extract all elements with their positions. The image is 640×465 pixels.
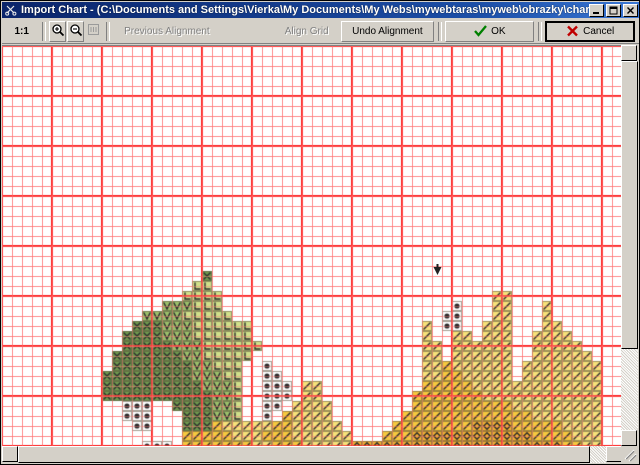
minimize-button[interactable] bbox=[589, 3, 604, 17]
horizontal-scrollbar[interactable] bbox=[2, 446, 623, 463]
stitch-pattern bbox=[2, 46, 623, 446]
title-bar[interactable]: Import Chart - (C:\Documents and Setting… bbox=[2, 2, 639, 18]
zoom-in-icon bbox=[51, 23, 65, 40]
align-grid-label: Align Grid bbox=[284, 25, 329, 37]
scroll-down-button[interactable] bbox=[621, 430, 637, 446]
cursor-marker bbox=[433, 264, 442, 275]
toolbar-separator-1 bbox=[42, 21, 47, 41]
zoom-in-button[interactable] bbox=[49, 20, 67, 42]
window-title: Import Chart - (C:\Documents and Setting… bbox=[21, 4, 589, 16]
window-buttons bbox=[589, 3, 638, 17]
ok-label: OK bbox=[491, 25, 506, 37]
zoom-out-icon bbox=[69, 23, 83, 40]
cancel-button[interactable]: Cancel bbox=[545, 20, 635, 42]
toolbar: 1:1 bbox=[2, 19, 639, 44]
zoom-out-button[interactable] bbox=[67, 20, 85, 42]
checkmark-icon bbox=[474, 25, 487, 37]
scroll-right-button[interactable] bbox=[606, 446, 622, 462]
scroll-left-button[interactable] bbox=[2, 446, 18, 462]
chart-canvas-area[interactable]: gallery.broidery.ru bbox=[2, 45, 623, 446]
scissors-icon bbox=[4, 3, 18, 17]
undo-alignment-label: Undo Alignment bbox=[352, 25, 423, 37]
previous-alignment-button: Previous Alignment bbox=[113, 20, 221, 42]
zoom-ratio-button[interactable]: 1:1 bbox=[5, 20, 39, 42]
align-grid-button: Align Grid bbox=[273, 20, 340, 42]
scroll-up-button[interactable] bbox=[621, 45, 637, 61]
fit-to-window-button bbox=[85, 20, 103, 42]
toolbar-separator-4 bbox=[538, 21, 543, 41]
fit-to-window-icon bbox=[87, 23, 100, 39]
cross-icon bbox=[566, 25, 579, 37]
maximize-button[interactable] bbox=[606, 3, 621, 17]
horizontal-scroll-thumb[interactable] bbox=[18, 446, 590, 463]
scrollbar-corner bbox=[621, 446, 638, 463]
zoom-ratio-label: 1:1 bbox=[14, 25, 29, 37]
toolbar-separator-3 bbox=[438, 21, 443, 41]
vertical-scrollbar[interactable] bbox=[621, 45, 638, 446]
vertical-scroll-thumb[interactable] bbox=[621, 61, 638, 349]
cancel-label: Cancel bbox=[583, 25, 615, 37]
undo-alignment-button[interactable]: Undo Alignment bbox=[340, 20, 435, 42]
toolbar-separator-2 bbox=[106, 21, 111, 41]
close-button[interactable] bbox=[623, 3, 638, 17]
previous-alignment-label: Previous Alignment bbox=[124, 25, 210, 37]
ok-button[interactable]: OK bbox=[445, 20, 535, 42]
